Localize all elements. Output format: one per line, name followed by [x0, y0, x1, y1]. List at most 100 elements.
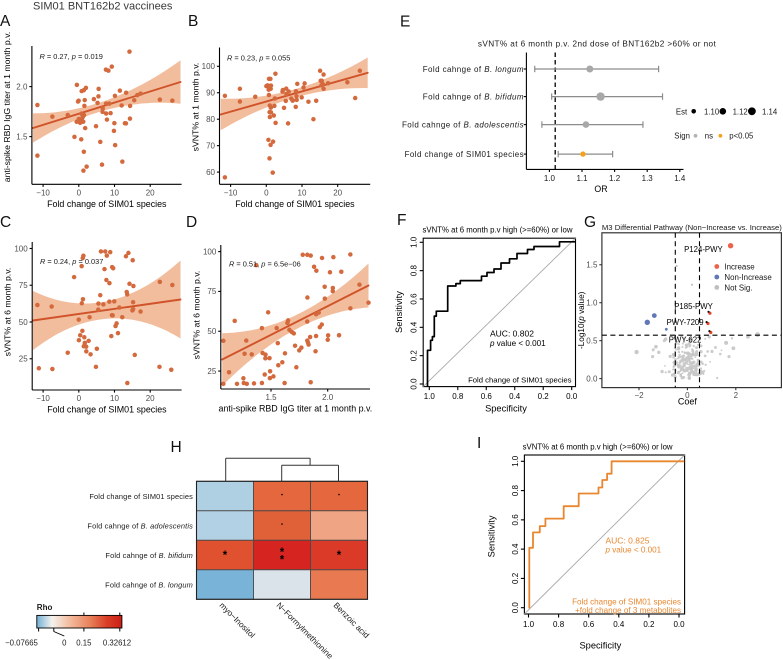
svg-text:1.0: 1.0 [511, 455, 520, 467]
svg-text:Non-Increase: Non-Increase [724, 273, 772, 282]
svg-text:R = 0.24, p = 0.037: R = 0.24, p = 0.037 [40, 257, 103, 266]
svg-text:PWY-7209: PWY-7209 [667, 318, 704, 327]
svg-text:0: 0 [62, 639, 67, 648]
svg-text:Sensitivity: Sensitivity [487, 515, 497, 557]
svg-text:50: 50 [207, 327, 216, 336]
svg-text:0.6: 0.6 [583, 620, 595, 629]
svg-text:1.4: 1.4 [674, 174, 686, 183]
svg-text:0: 0 [685, 391, 690, 400]
svg-text:E: E [400, 14, 410, 31]
svg-text:H: H [171, 439, 182, 456]
svg-text:Fold cahnge of B. longum: Fold cahnge of B. longum [105, 580, 193, 589]
svg-text:−2: −2 [634, 391, 644, 400]
svg-text:Fold cahnge of B. adolescentis: Fold cahnge of B. adolescentis [402, 120, 524, 129]
svg-text:0.0: 0.0 [566, 392, 578, 401]
svg-text:0.6: 0.6 [410, 293, 419, 305]
svg-text:0.6: 0.6 [481, 392, 493, 401]
svg-text:*: * [223, 550, 228, 562]
svg-text:0.2: 0.2 [538, 392, 550, 401]
svg-text:2: 2 [734, 391, 739, 400]
svg-text:−10: −10 [36, 394, 50, 403]
svg-text:−0.07665: −0.07665 [5, 639, 38, 648]
svg-text:Coef: Coef [678, 397, 698, 407]
svg-text:Fold cahnge of B. longum: Fold cahnge of B. longum [423, 65, 524, 74]
svg-text:0.4: 0.4 [613, 620, 625, 629]
svg-text:-Log10(p value): -Log10(p value) [577, 291, 586, 349]
svg-text:10: 10 [110, 188, 119, 197]
svg-text:Sensitivity: Sensitivity [394, 291, 404, 333]
svg-text:0: 0 [77, 188, 82, 197]
svg-text:2.0: 2.0 [322, 393, 334, 402]
svg-text:80: 80 [206, 115, 215, 124]
svg-text:anti-spike RBD IgG titer at 1: anti-spike RBD IgG titer at 1 month p.v. [2, 32, 12, 182]
svg-text:p value < 0.001: p value < 0.001 [605, 545, 662, 554]
svg-text:Fold cahnge of B. bifidum: Fold cahnge of B. bifidum [105, 551, 193, 560]
svg-text:*: * [280, 555, 285, 567]
svg-text:20: 20 [146, 394, 155, 403]
svg-text:0.0: 0.0 [410, 378, 419, 390]
svg-text:1.1: 1.1 [576, 174, 588, 183]
svg-text:sVNT% at 6 month p.v. 2nd dose: sVNT% at 6 month p.v. 2nd dose of BNT162… [478, 40, 717, 49]
svg-text:1.0: 1.0 [544, 174, 556, 183]
svg-text:*: * [280, 547, 285, 559]
svg-text:D: D [186, 214, 197, 231]
svg-text:25: 25 [19, 355, 28, 364]
svg-text:P124-PWY: P124-PWY [684, 245, 723, 254]
svg-text:0.4: 0.4 [511, 543, 520, 555]
svg-text:I: I [477, 435, 481, 452]
svg-text:0: 0 [77, 394, 82, 403]
svg-text:M3 Differential Pathway (Non−I: M3 Differential Pathway (Non−Increase vs… [602, 223, 782, 232]
svg-text:anti-spike RBD IgG titer at 1: anti-spike RBD IgG titer at 1 month p.v. [219, 404, 373, 414]
svg-text:Fold cahnge of B. bifidum: Fold cahnge of B. bifidum [423, 92, 524, 101]
svg-text:OR: OR [594, 184, 607, 194]
svg-text:1.10: 1.10 [704, 107, 720, 116]
svg-text:−10: −10 [36, 188, 50, 197]
svg-text:Fold change of SIM01 species: Fold change of SIM01 species [47, 199, 167, 209]
svg-text:Fold change of SIM01 species: Fold change of SIM01 species [235, 199, 355, 209]
svg-text:70: 70 [206, 141, 215, 150]
svg-text:AUC: 0.802: AUC: 0.802 [490, 329, 534, 339]
svg-text:sVNT% at 6 month p.v high (>=6: sVNT% at 6 month p.v high (>=60%) or low [523, 443, 673, 452]
svg-text:1.12: 1.12 [733, 107, 748, 116]
svg-text:+fold change of 3 metabolites: +fold change of 3 metabolites [575, 606, 681, 615]
svg-text:Not Sig.: Not Sig. [724, 283, 752, 292]
svg-text:G: G [584, 214, 596, 231]
svg-text:SIM01 BNT162b2 vaccinees: SIM01 BNT162b2 vaccinees [33, 1, 173, 13]
svg-text:B: B [188, 13, 198, 30]
svg-text:Fold change of SIM01 species: Fold change of SIM01 species [468, 375, 572, 384]
svg-text:p<0.05: p<0.05 [729, 132, 754, 141]
svg-text:R = 0.23, p = 0.055: R = 0.23, p = 0.055 [227, 54, 290, 63]
svg-text:Rho: Rho [37, 603, 53, 612]
svg-text:Fold cahnge of B. adolescentis: Fold cahnge of B. adolescentis [87, 521, 193, 530]
svg-text:Increase: Increase [724, 263, 755, 272]
svg-text:0.8: 0.8 [511, 484, 520, 496]
svg-text:20: 20 [146, 188, 155, 197]
svg-text:Specificity: Specificity [485, 404, 527, 414]
svg-text:1.0: 1.0 [586, 299, 598, 308]
svg-text:sVNT% at 6 month p.v high (>=6: sVNT% at 6 month p.v high (>=60%) or low [423, 226, 573, 235]
svg-text:60: 60 [206, 168, 215, 177]
svg-text:75: 75 [207, 287, 216, 296]
svg-text:0.2: 0.2 [643, 620, 655, 629]
svg-text:AUC: 0.825: AUC: 0.825 [606, 536, 650, 546]
svg-text:0.32612: 0.32612 [103, 639, 131, 648]
svg-text:90: 90 [206, 89, 215, 98]
svg-text:1.14: 1.14 [762, 107, 778, 116]
svg-text:sVNT% at 6 month p.v.: sVNT% at 6 month p.v. [3, 268, 13, 357]
svg-text:0: 0 [264, 188, 269, 197]
svg-text:0.4: 0.4 [410, 321, 419, 333]
svg-text:1.5: 1.5 [265, 393, 277, 402]
svg-text:0.0: 0.0 [673, 620, 685, 629]
svg-text:Fold change of SIM01 species: Fold change of SIM01 species [405, 150, 524, 159]
svg-text:p value < 0.001: p value < 0.001 [489, 339, 546, 348]
svg-text:Specificity: Specificity [579, 641, 621, 651]
svg-text:Fold change of SIM01 species: Fold change of SIM01 species [47, 405, 167, 415]
svg-text:R = 0.27, p = 0.019: R = 0.27, p = 0.019 [40, 52, 103, 61]
svg-text:1.0: 1.0 [410, 236, 419, 248]
svg-text:Fold change of SIM01 species: Fold change of SIM01 species [572, 598, 681, 607]
svg-text:P185-PWY: P185-PWY [674, 302, 713, 311]
svg-text:*: * [337, 550, 342, 562]
svg-text:0.8: 0.8 [410, 264, 419, 276]
svg-text:R = 0.51, p = 6.5e−06: R = 0.51, p = 6.5e−06 [229, 260, 301, 269]
svg-text:C: C [0, 214, 11, 231]
